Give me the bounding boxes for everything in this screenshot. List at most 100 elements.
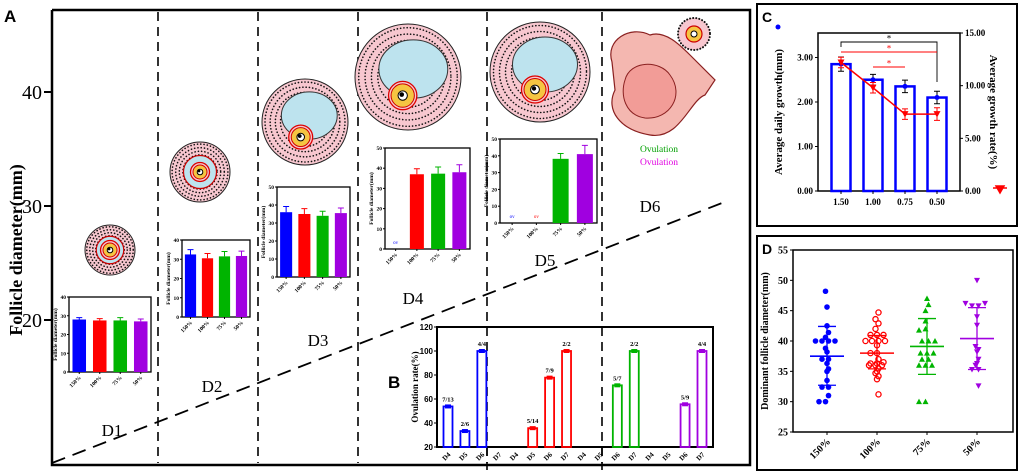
data-label: 4/4: [698, 341, 707, 348]
y2-tick-label: 0.00: [965, 186, 981, 196]
y-tick-label: 40: [61, 295, 67, 301]
x-tick-label: 100%: [406, 252, 420, 266]
data-point: [819, 356, 825, 363]
sd-bar: [918, 317, 936, 376]
error-bar: [337, 207, 344, 214]
bar: [218, 256, 231, 317]
data-point: [916, 327, 922, 333]
granulosa-dots: [174, 146, 226, 198]
y-tick-label: 25: [778, 428, 788, 439]
sd-bar: [968, 306, 986, 371]
line-marker: [837, 59, 845, 66]
y2-tick-label: 10.00: [965, 81, 986, 91]
data-point: [816, 398, 822, 405]
panel-a-frame: [50, 8, 752, 467]
follicle-illustration: [489, 21, 591, 123]
y-tick-label: 20: [269, 239, 275, 245]
error-bar: [204, 252, 211, 259]
bar: [894, 85, 916, 193]
bar-marker: [546, 375, 553, 380]
follicle-illustration: [169, 141, 231, 203]
panel-c-y2label: Average growth rate(%): [987, 55, 999, 170]
panel-d: D Dominant follicle diameter(mm) 25 30 35 4…: [756, 235, 1018, 471]
y-tick-label: 40: [778, 337, 788, 348]
bar: [316, 215, 329, 277]
panel-b-ylabel: Ovulation rate(%): [410, 351, 420, 422]
legend-line-marker: [993, 185, 1007, 195]
data-point: [969, 303, 975, 309]
y-tick-label: 40: [22, 82, 42, 104]
data-label: 2/6: [461, 421, 470, 428]
x-tick-label: 75%: [314, 280, 326, 292]
y-tick-label: 30: [492, 171, 498, 177]
follicle-illustration: [84, 224, 136, 276]
y-tick-label: 50: [492, 137, 498, 143]
data-point: [832, 338, 838, 344]
y-tick-label: 40: [424, 419, 433, 428]
bar-marker: [631, 349, 638, 353]
y-tick-label: 50: [778, 276, 788, 287]
x-tick-label: D4: [441, 450, 453, 462]
inset-chart-d2: 0 10 20 30 40 Follicle diameter(mm) 150% 100% 75…: [165, 238, 251, 334]
data-point: [875, 391, 882, 398]
panel-c-frame: [817, 32, 961, 192]
sd-bar: [818, 325, 836, 386]
data-point: [822, 398, 829, 405]
y-tick-label: 10: [492, 204, 498, 210]
data-point: [974, 277, 980, 284]
y-tick-label: 100: [420, 347, 434, 356]
inset-chart-d1: 0 10 20 30 40 Follicle diameter(mm) 150% 100% 75…: [52, 295, 152, 389]
y-tick-label: 80: [424, 371, 433, 380]
x-tick-label: 100%: [526, 226, 540, 240]
x-tick-label: D5: [525, 450, 537, 462]
x-tick-label: D4: [644, 450, 656, 462]
granulosa-dots: [264, 81, 346, 163]
bar-marker: [934, 95, 940, 101]
granulosa-dots: [269, 86, 341, 158]
x-tick-label: 75%: [552, 226, 564, 238]
nucleolus: [399, 92, 405, 97]
granulosa-dots: [178, 150, 222, 194]
inset-chart-d3: 0 10 20 30 40 50 Follicle diameter(mm) 150% 100%…: [260, 185, 351, 294]
ovulation-label: Ovulation: [640, 145, 678, 155]
bar: [133, 321, 148, 372]
data-label: 7/13: [442, 396, 454, 403]
data-point: [916, 362, 922, 368]
x-tick-label: D6: [542, 450, 554, 462]
inset-chart-d4: 0 10 20 30 40 50 Follicle diameter(mm) ov 150% 10…: [368, 146, 471, 266]
data-point: [865, 362, 873, 369]
bar-text: ov: [534, 215, 540, 220]
x-tick-label: 100%: [294, 280, 308, 294]
data-point: [929, 362, 935, 368]
x-tick-label: D7: [627, 450, 639, 462]
significance-star: *: [887, 34, 892, 44]
panel-c-border: [756, 3, 1018, 227]
granulosa-dots: [492, 24, 588, 120]
panel-label-c: C: [762, 9, 772, 25]
stage-label: D5: [535, 251, 556, 270]
follicle-illustration: [261, 78, 349, 166]
nucleolus: [197, 169, 201, 173]
x-tick-label: 1.50: [833, 197, 849, 207]
bar-text: ov: [393, 241, 399, 246]
nucleolus: [531, 86, 537, 91]
inset-ylabel: Follicle diameter(mm): [52, 308, 59, 361]
granulosa-dots: [171, 143, 229, 201]
x-tick-label: 50%: [132, 375, 144, 387]
data-point: [917, 350, 924, 356]
x-tick-label: 150%: [502, 226, 516, 240]
x-tick-label: D5: [661, 450, 673, 462]
error-bar: [221, 251, 228, 257]
y-tick-label: 10: [269, 257, 275, 263]
data-point: [924, 295, 930, 302]
ovulation-label: Ovulation: [640, 158, 678, 168]
y-tick-label: 20: [22, 310, 42, 332]
x-tick-label: 0.50: [929, 197, 945, 207]
panel-a: A Follicle diameter(mm) 20 30 40 D1 D2 D3 D4 D5…: [4, 7, 752, 467]
x-tick-label: D7: [492, 450, 504, 462]
data-label: 5/7: [613, 375, 622, 382]
error-bar: [319, 210, 326, 216]
line-marker: [901, 111, 909, 118]
data-point: [962, 300, 969, 307]
data-point: [812, 338, 819, 344]
